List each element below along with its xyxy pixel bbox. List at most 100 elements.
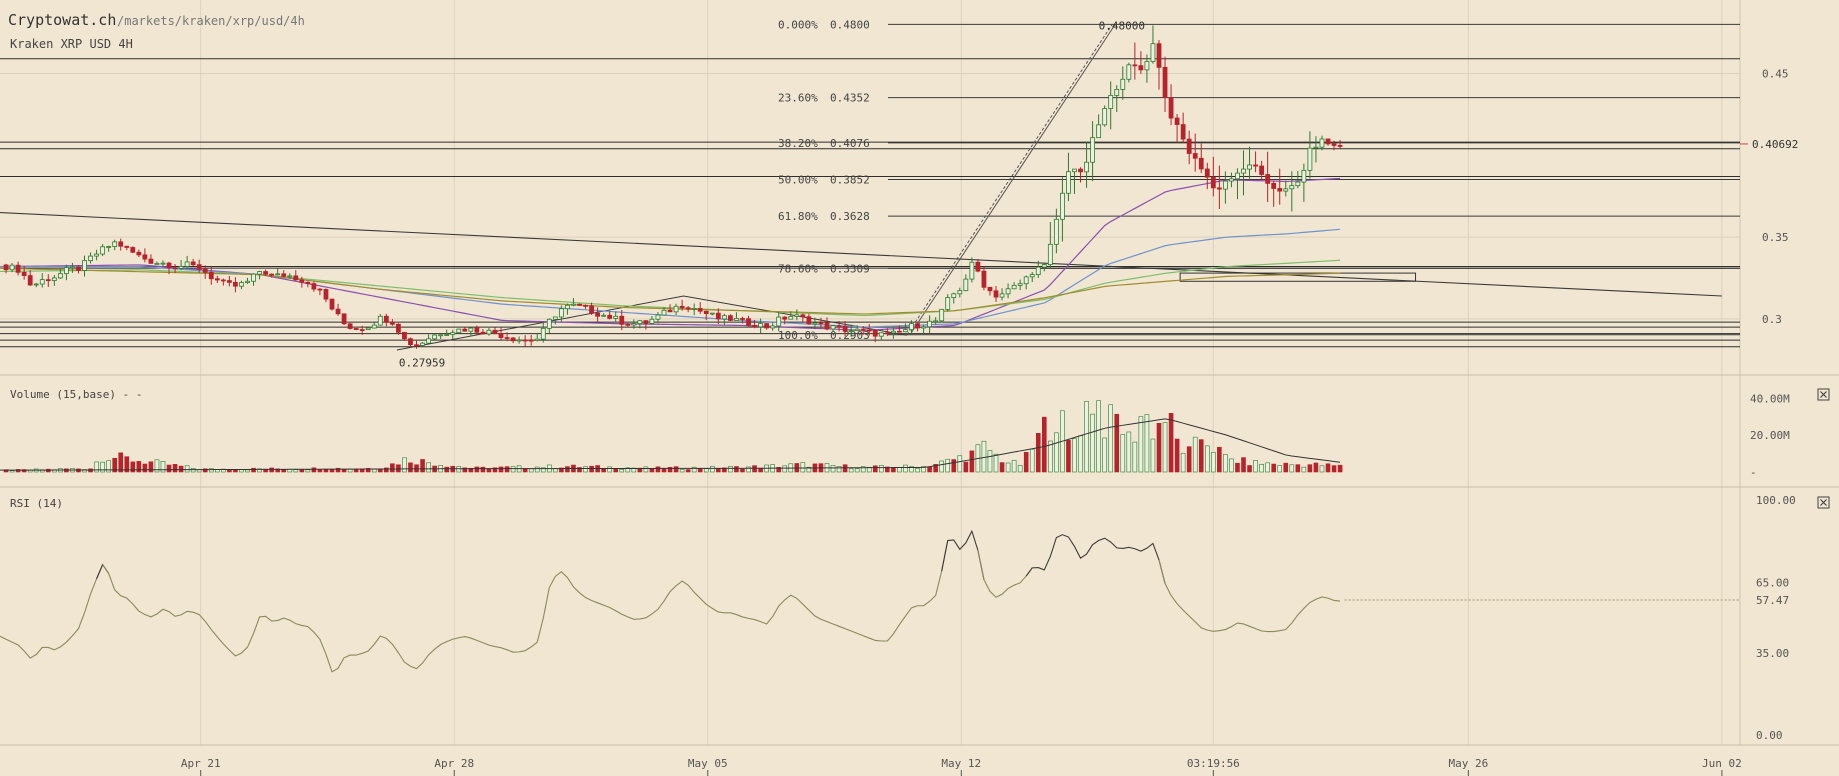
volume-bar: [384, 467, 389, 473]
candle-down: [1198, 157, 1204, 170]
grid: [0, 0, 1741, 745]
candle-up: [468, 327, 474, 332]
close-icon: [1820, 391, 1827, 398]
volume-bar: [933, 464, 938, 473]
candle-down: [27, 275, 33, 286]
candle-down: [746, 318, 751, 326]
fibonacci-retracement[interactable]: 0.000% 0.4800 23.60% 0.4352 38.20% 0.4076 50.0…: [778, 18, 1740, 342]
volume-bar: [806, 466, 812, 473]
trendlines[interactable]: [0, 211, 1722, 351]
moving-average-line: [0, 228, 1341, 328]
candle-down: [860, 328, 866, 331]
candle-down: [625, 323, 631, 326]
candle-down: [492, 329, 498, 335]
fib-level-percent: 0.000%: [778, 18, 818, 31]
volume-bar: [1192, 436, 1198, 473]
volume-close-button[interactable]: [1817, 388, 1830, 401]
volume-bar: [963, 461, 969, 473]
time-tick-label: 03:19:56: [1187, 757, 1240, 770]
candle-up: [1108, 95, 1114, 109]
volume-bar: [540, 467, 546, 473]
volume-bar: [534, 466, 540, 473]
horizontal-levels: [0, 58, 1740, 348]
time-axis[interactable]: Apr 21 Apr 28 May 05 May 12 03:19:56 May 26 Ju…: [0, 744, 1839, 776]
candle-down: [589, 305, 594, 314]
volume-bar: [589, 465, 594, 473]
candle-up: [933, 320, 939, 323]
volume-bar: [1271, 463, 1276, 473]
descending-trendline: [0, 211, 1722, 297]
volume-bar: [498, 466, 504, 473]
candle-down: [981, 270, 987, 288]
candle-up: [1126, 64, 1132, 80]
volume-bar: [565, 466, 570, 473]
site-name[interactable]: Cryptowat.ch: [8, 11, 116, 29]
rsi-axis: 100.00 65.00 57.47 35.00 0.00: [1756, 494, 1796, 742]
candle-up: [558, 308, 564, 318]
rsi-close-button[interactable]: [1817, 496, 1830, 509]
candle-down: [993, 290, 999, 298]
candle-down: [884, 332, 890, 335]
candle-down: [208, 272, 214, 280]
volume-bar: [1198, 439, 1204, 473]
candle-up: [655, 314, 661, 320]
rsi-line-segment: [1158, 559, 1341, 633]
volume-bar: [1241, 457, 1246, 473]
volume-bar: [172, 464, 178, 473]
price-tick-label: 0.45: [1762, 67, 1789, 80]
volume-bar: [269, 467, 274, 473]
candle-up: [1150, 43, 1156, 62]
volume-bar: [1023, 452, 1029, 473]
candle-down: [480, 331, 486, 335]
volume-bar: [1247, 465, 1252, 473]
candle-down: [214, 278, 220, 281]
volume-bar: [927, 466, 932, 473]
volume-bar: [734, 466, 739, 473]
candle-down: [987, 286, 993, 292]
candle-down: [1162, 66, 1168, 98]
volume-bar: [667, 467, 673, 473]
volume-bar: [1217, 446, 1222, 473]
candle-down: [341, 313, 347, 325]
volume-bar: [148, 461, 154, 473]
candle-up: [613, 315, 619, 319]
candle-up: [631, 323, 637, 326]
time-tick-label: Jun 02: [1702, 757, 1742, 770]
candle-up: [432, 334, 438, 340]
candle-up: [951, 293, 957, 298]
volume-bar: [836, 466, 842, 473]
candle-up: [1096, 124, 1102, 139]
rsi-tick-label: 0.00: [1756, 729, 1783, 742]
candle-down: [414, 344, 419, 347]
candle-down: [3, 264, 9, 271]
volume-pane[interactable]: 40.00M 20.00M -: [0, 392, 1790, 479]
volume-bar: [317, 469, 323, 473]
volume-bar: [1313, 462, 1319, 473]
candle-down: [679, 305, 685, 309]
volume-bar: [951, 459, 957, 473]
time-tick-label: May 26: [1448, 757, 1488, 770]
candle-up: [776, 316, 782, 327]
candle-down: [522, 339, 528, 342]
candle-up: [878, 332, 884, 337]
volume-bar: [377, 469, 383, 473]
candle-down: [335, 308, 341, 315]
price-axis[interactable]: 0.45 0.35 0.3 0.40692: [1740, 67, 1798, 326]
price-pane[interactable]: 0.000% 0.4800 23.60% 0.4352 38.20% 0.4076 50.0…: [0, 18, 1798, 369]
volume-bar: [649, 468, 655, 473]
time-tick-label: Apr 28: [434, 757, 474, 770]
rsi-line-segment: [977, 550, 1033, 598]
candle-down: [190, 261, 196, 266]
rsi-pane[interactable]: 100.00 65.00 57.47 35.00 0.00: [0, 494, 1796, 742]
candle-up: [57, 273, 63, 279]
candle-up: [1313, 146, 1319, 149]
volume-bar: [1265, 462, 1270, 473]
volume-bar: [462, 467, 468, 473]
volume-bar: [154, 459, 160, 473]
candle-down: [643, 320, 649, 324]
volume-bar: [305, 469, 311, 473]
volume-bar: [891, 467, 896, 473]
candle-up: [969, 261, 975, 280]
